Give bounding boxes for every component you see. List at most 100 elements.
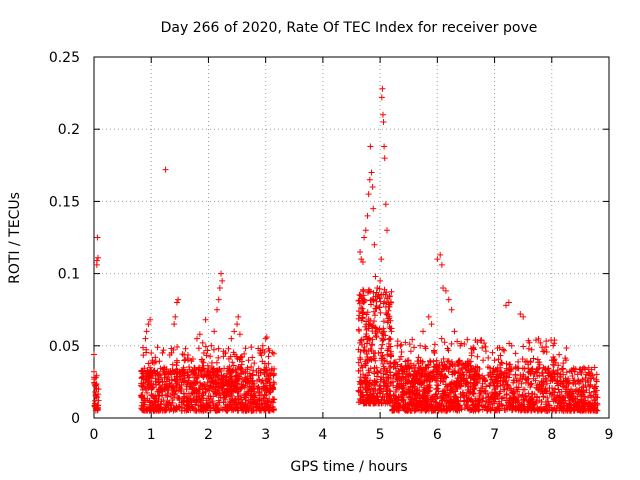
data-point: [588, 393, 595, 400]
data-point: [171, 405, 178, 412]
data-point: [366, 321, 373, 328]
data-point: [151, 360, 158, 367]
data-point: [379, 341, 386, 348]
data-point: [262, 405, 269, 412]
data-point: [362, 333, 369, 340]
data-point: [391, 392, 398, 399]
data-point: [355, 326, 362, 333]
data-point: [592, 383, 599, 390]
x-tick-label: 5: [376, 427, 385, 443]
data-point: [448, 306, 455, 313]
data-point: [575, 377, 582, 384]
data-point: [412, 395, 419, 402]
data-point: [435, 402, 442, 409]
data-point: [235, 395, 242, 402]
data-point: [548, 404, 555, 411]
data-point: [384, 383, 391, 390]
data-point: [243, 378, 250, 385]
data-point: [528, 399, 535, 406]
data-point: [368, 396, 375, 403]
data-point: [219, 277, 226, 284]
data-point: [266, 407, 273, 414]
data-point: [441, 339, 448, 346]
data-point: [208, 342, 215, 349]
x-tick-label: 4: [318, 427, 327, 443]
y-tick-label: 0.2: [58, 122, 80, 138]
data-point: [594, 402, 601, 409]
data-point: [195, 393, 202, 400]
data-point: [454, 384, 461, 391]
data-point: [367, 143, 374, 150]
data-point: [208, 364, 215, 371]
data-point: [586, 383, 593, 390]
data-point: [231, 328, 238, 335]
x-tick-label: 8: [547, 427, 556, 443]
data-point: [255, 372, 262, 379]
data-point: [267, 371, 274, 378]
data-point: [464, 336, 471, 343]
data-point: [540, 348, 547, 355]
data-point: [483, 398, 490, 405]
data-point: [467, 362, 474, 369]
data-point: [400, 404, 407, 411]
data-point: [469, 389, 476, 396]
data-point: [429, 396, 436, 403]
data-point: [194, 396, 201, 403]
data-point: [548, 357, 555, 364]
data-point: [497, 382, 504, 389]
data-point: [384, 400, 391, 407]
data-point: [250, 367, 257, 374]
data-point: [508, 342, 515, 349]
data-point: [416, 387, 423, 394]
data-point: [149, 400, 156, 407]
data-point: [259, 358, 266, 365]
data-point: [396, 356, 403, 363]
data-point: [372, 330, 379, 337]
data-point: [534, 365, 541, 372]
data-point: [386, 343, 393, 350]
data-point: [363, 351, 370, 358]
data-point: [527, 384, 534, 391]
y-tick-label: 0.25: [49, 50, 80, 66]
data-point: [472, 381, 479, 388]
data-point: [525, 345, 532, 352]
x-tick-label: 2: [204, 427, 213, 443]
data-point: [379, 111, 386, 118]
data-point: [239, 383, 246, 390]
data-point: [418, 374, 425, 381]
data-point: [512, 371, 519, 378]
data-point: [365, 383, 372, 390]
data-point: [217, 380, 224, 387]
data-point: [581, 366, 588, 373]
data-point: [357, 337, 364, 344]
data-point: [170, 346, 177, 353]
data-point: [358, 317, 365, 324]
data-point: [417, 378, 424, 385]
data-point: [201, 380, 208, 387]
data-point: [515, 358, 522, 365]
data-point: [507, 395, 514, 402]
data-point: [482, 348, 489, 355]
axes: [93, 56, 610, 419]
data-point: [162, 404, 169, 411]
data-point: [171, 376, 178, 383]
data-point: [414, 358, 421, 365]
data-point: [513, 384, 520, 391]
data-point: [402, 376, 409, 383]
data-point: [212, 382, 219, 389]
data-point: [360, 391, 367, 398]
data-point: [220, 372, 227, 379]
data-point: [210, 346, 217, 353]
data-point: [159, 349, 166, 356]
data-point: [473, 401, 480, 408]
data-point: [387, 336, 394, 343]
data-point: [440, 355, 447, 362]
data-point: [164, 374, 171, 381]
data-point: [459, 360, 466, 367]
data-point: [474, 353, 481, 360]
data-point: [261, 400, 268, 407]
data-point: [459, 372, 466, 379]
data-point: [532, 337, 539, 344]
data-point: [380, 325, 387, 332]
data-point: [194, 335, 200, 342]
